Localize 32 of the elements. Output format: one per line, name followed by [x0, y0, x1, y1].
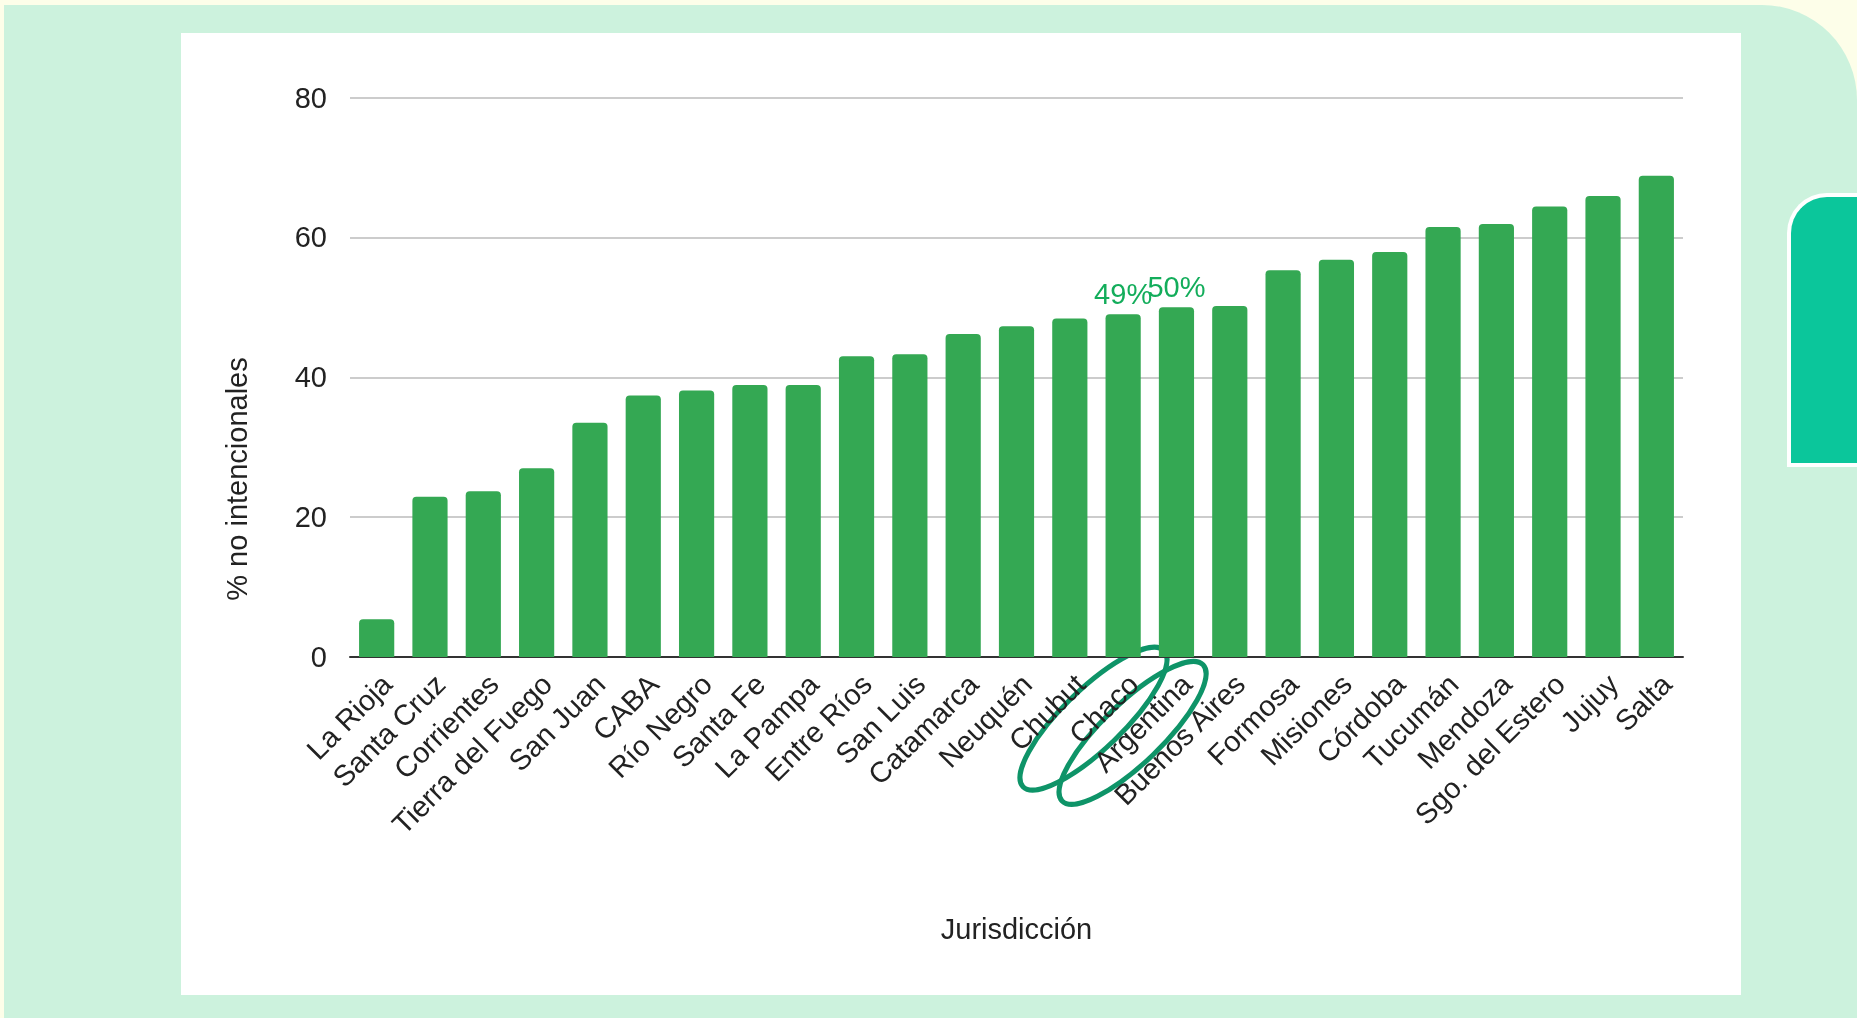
bar	[1052, 318, 1088, 657]
y-tick-label: 0	[310, 641, 327, 673]
bar	[1532, 206, 1568, 657]
bar	[1425, 226, 1461, 657]
bar	[1318, 259, 1355, 657]
bar	[998, 326, 1035, 657]
bar	[1212, 305, 1248, 657]
y-tick-label: 20	[294, 501, 327, 534]
bar	[1585, 196, 1621, 657]
y-tick-label: 40	[294, 361, 327, 394]
bar	[519, 468, 555, 657]
bar	[1265, 270, 1301, 657]
x-axis-title: Jurisdicción	[940, 912, 1093, 945]
bar	[572, 422, 608, 657]
bar	[1105, 314, 1141, 657]
bar	[785, 384, 821, 657]
bar	[892, 354, 928, 657]
bar	[1372, 252, 1408, 657]
bar	[678, 390, 715, 657]
bar	[465, 491, 501, 657]
bar	[1638, 175, 1674, 657]
bar	[732, 384, 768, 657]
bar	[412, 496, 448, 657]
bar	[359, 619, 395, 657]
y-axis-title: % no intencionales	[221, 357, 253, 601]
bar	[945, 333, 981, 657]
y-tick-label: 60	[294, 221, 327, 254]
bar	[1158, 307, 1195, 657]
bar	[1478, 224, 1514, 657]
bar	[838, 356, 875, 657]
y-tick-label: 80	[294, 81, 327, 114]
bar	[625, 395, 661, 657]
